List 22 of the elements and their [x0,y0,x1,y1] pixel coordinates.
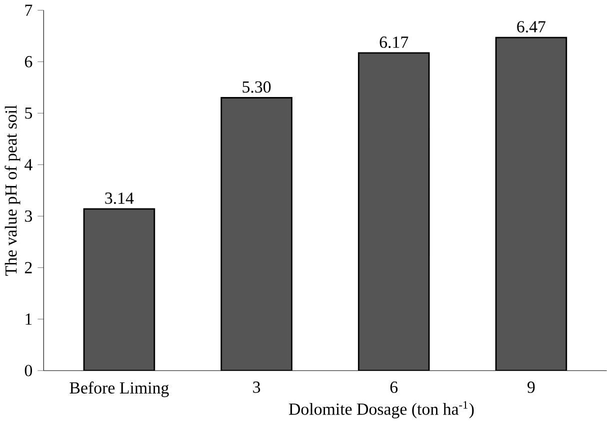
bar [220,97,292,371]
y-axis-title: The value pH of peat soil [4,105,20,276]
data-label: 5.30 [242,81,271,93]
x-tick-label: Before Liming [70,382,169,398]
x-tick-label: 3 [253,382,260,393]
x-tick-label: 9 [528,382,535,393]
y-tick-label: 3 [25,210,32,222]
bar [495,36,568,371]
y-tick-label: 7 [25,4,32,16]
y-tick-label: 1 [26,314,32,325]
y-tick-label: 0 [24,364,32,376]
data-label: 6.17 [380,36,408,48]
bar [358,52,430,371]
x-tick-label: 6 [390,382,398,393]
data-label: 3.14 [105,192,134,204]
data-label: 6.47 [517,21,546,33]
y-tick-label: 6 [24,56,32,68]
bar [83,208,156,371]
y-tick-label: 4 [24,159,32,170]
y-tick-label: 5 [25,108,32,119]
x-axis-title: Dolomite Dosage (ton ha$^{-1}$) [288,401,474,418]
y-tick-label: 2 [24,262,32,274]
